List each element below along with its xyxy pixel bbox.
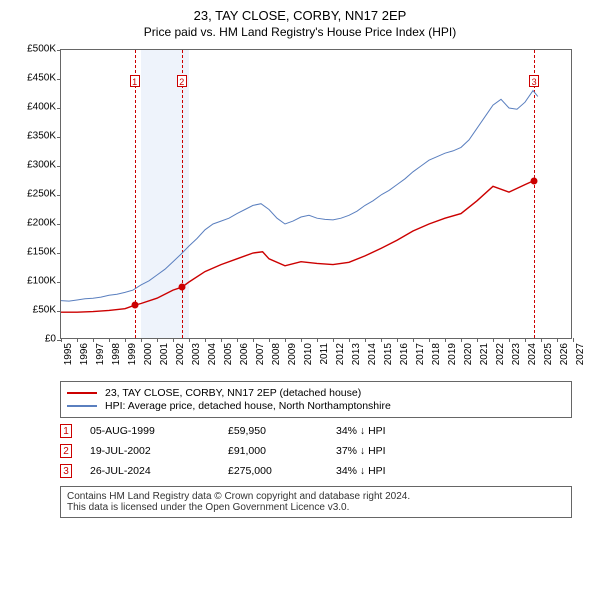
y-axis-label: £300K bbox=[12, 160, 56, 171]
transaction-date: 19-JUL-2002 bbox=[90, 445, 210, 457]
transaction-marker: 2 bbox=[60, 444, 72, 458]
x-axis-label: 2025 bbox=[543, 343, 554, 365]
y-axis-label: £400K bbox=[12, 102, 56, 113]
y-axis-label: £450K bbox=[12, 73, 56, 84]
x-axis-label: 2016 bbox=[399, 343, 410, 365]
y-axis-label: £50K bbox=[12, 305, 56, 316]
transaction-marker: 1 bbox=[60, 424, 72, 438]
transaction-date: 05-AUG-1999 bbox=[90, 425, 210, 437]
legend-row: 23, TAY CLOSE, CORBY, NN17 2EP (detached… bbox=[67, 387, 565, 399]
transaction-delta: 34% ↓ HPI bbox=[336, 425, 386, 437]
x-axis-label: 2013 bbox=[351, 343, 362, 365]
x-axis-label: 2003 bbox=[191, 343, 202, 365]
y-axis-label: £0 bbox=[12, 334, 56, 345]
x-axis-label: 2017 bbox=[415, 343, 426, 365]
legend-swatch bbox=[67, 405, 97, 407]
x-axis-label: 2027 bbox=[575, 343, 586, 365]
title-address: 23, TAY CLOSE, CORBY, NN17 2EP bbox=[12, 8, 588, 23]
x-axis-label: 2020 bbox=[463, 343, 474, 365]
x-axis-label: 1996 bbox=[79, 343, 90, 365]
x-axis-label: 2018 bbox=[431, 343, 442, 365]
legend-label: HPI: Average price, detached house, Nort… bbox=[105, 400, 391, 412]
attribution-line: This data is licensed under the Open Gov… bbox=[67, 502, 565, 513]
x-axis-label: 2007 bbox=[255, 343, 266, 365]
x-axis-label: 2022 bbox=[495, 343, 506, 365]
transaction-marker: 3 bbox=[60, 464, 72, 478]
y-axis-label: £350K bbox=[12, 131, 56, 142]
legend-row: HPI: Average price, detached house, Nort… bbox=[67, 400, 565, 412]
x-axis-label: 2000 bbox=[143, 343, 154, 365]
x-axis-label: 1997 bbox=[95, 343, 106, 365]
x-axis-label: 2014 bbox=[367, 343, 378, 365]
transactions-table: 1 05-AUG-1999 £59,950 34% ↓ HPI 2 19-JUL… bbox=[60, 424, 572, 478]
x-axis-label: 2001 bbox=[159, 343, 170, 365]
x-axis-label: 2004 bbox=[207, 343, 218, 365]
y-axis-label: £500K bbox=[12, 44, 56, 55]
x-axis-label: 1998 bbox=[111, 343, 122, 365]
y-axis-label: £150K bbox=[12, 247, 56, 258]
transaction-row: 3 26-JUL-2024 £275,000 34% ↓ HPI bbox=[60, 464, 572, 478]
attribution: Contains HM Land Registry data © Crown c… bbox=[60, 486, 572, 518]
legend-swatch bbox=[67, 392, 97, 394]
transaction-delta: 37% ↓ HPI bbox=[336, 445, 386, 457]
chart-container: 23, TAY CLOSE, CORBY, NN17 2EP Price pai… bbox=[0, 0, 600, 528]
y-axis-label: £200K bbox=[12, 218, 56, 229]
x-axis-label: 2019 bbox=[447, 343, 458, 365]
x-axis-label: 2005 bbox=[223, 343, 234, 365]
transaction-price: £59,950 bbox=[228, 425, 318, 437]
transaction-row: 2 19-JUL-2002 £91,000 37% ↓ HPI bbox=[60, 444, 572, 458]
transaction-date: 26-JUL-2024 bbox=[90, 465, 210, 477]
transaction-price: £275,000 bbox=[228, 465, 318, 477]
x-axis-label: 2010 bbox=[303, 343, 314, 365]
titles: 23, TAY CLOSE, CORBY, NN17 2EP Price pai… bbox=[12, 8, 588, 39]
x-axis-label: 2024 bbox=[527, 343, 538, 365]
x-axis-label: 2012 bbox=[335, 343, 346, 365]
attribution-line: Contains HM Land Registry data © Crown c… bbox=[67, 491, 565, 502]
legend-label: 23, TAY CLOSE, CORBY, NN17 2EP (detached… bbox=[105, 387, 361, 399]
x-axis-label: 2021 bbox=[479, 343, 490, 365]
x-axis-label: 2011 bbox=[319, 343, 330, 365]
transaction-row: 1 05-AUG-1999 £59,950 34% ↓ HPI bbox=[60, 424, 572, 438]
x-axis-label: 2002 bbox=[175, 343, 186, 365]
x-axis-label: 2023 bbox=[511, 343, 522, 365]
x-axis-label: 2006 bbox=[239, 343, 250, 365]
plot-area: 123 bbox=[60, 49, 572, 339]
y-axis-label: £250K bbox=[12, 189, 56, 200]
series-hpi bbox=[61, 91, 538, 302]
x-axis-label: 2026 bbox=[559, 343, 570, 365]
x-axis-label: 2015 bbox=[383, 343, 394, 365]
series-price_paid bbox=[61, 181, 534, 313]
title-subtitle: Price paid vs. HM Land Registry's House … bbox=[12, 25, 588, 39]
x-axis-label: 2009 bbox=[287, 343, 298, 365]
chart-area: 123 £0 £50K £100K £150K £200K £250K £300K £350K… bbox=[12, 45, 588, 375]
x-axis-label: 1995 bbox=[63, 343, 74, 365]
x-axis-label: 2008 bbox=[271, 343, 282, 365]
legend: 23, TAY CLOSE, CORBY, NN17 2EP (detached… bbox=[60, 381, 572, 418]
chart-svg bbox=[61, 50, 573, 340]
x-axis-label: 1999 bbox=[127, 343, 138, 365]
y-axis-label: £100K bbox=[12, 276, 56, 287]
transaction-delta: 34% ↓ HPI bbox=[336, 465, 386, 477]
transaction-price: £91,000 bbox=[228, 445, 318, 457]
